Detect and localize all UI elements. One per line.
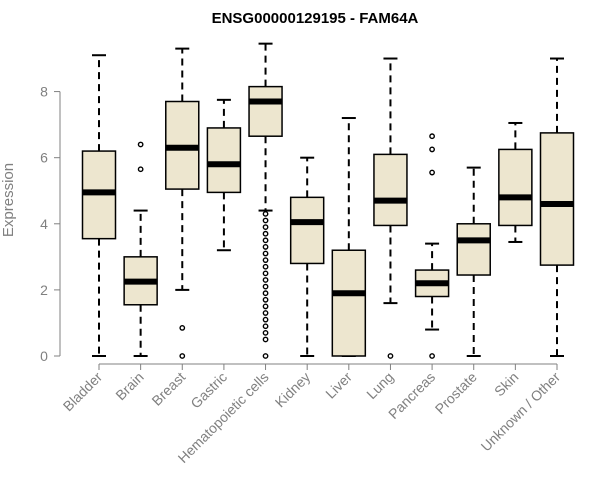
outlier-point [429,169,435,176]
outlier-point [262,270,269,277]
outlier-point [262,277,269,283]
box-liver [331,117,367,357]
iqr-box [498,148,533,227]
outlier-point [262,323,269,330]
box-brain [123,141,158,357]
y-axis-label: Expression [0,163,17,237]
x-tick-label: Liver [322,369,355,402]
outlier-point [179,353,186,359]
box-unknown-other [539,57,575,357]
box-gastric [206,98,242,252]
y-tick-label: 6 [40,150,48,166]
chart-title: ENSG00000129195 - FAM64A [212,10,419,27]
x-tick-label: Unknown / Other [478,369,564,455]
x-tick-label: Prostate [432,369,480,417]
box-lung [373,57,408,359]
y-tick-label: 2 [40,282,48,298]
iqr-box [373,153,408,227]
outlier-point [179,325,186,331]
x-tick-label: Skin [491,369,522,400]
outlier-point [262,263,269,270]
x-tick-label: Bladder [60,369,106,415]
box-breast [165,47,200,359]
outlier-point [262,290,269,297]
outlier-point [262,237,269,244]
box-prostate [456,166,491,357]
outlier-point [137,166,144,173]
x-tick-label: Lung [363,369,396,402]
box-skin [498,121,533,243]
outlier-point [262,257,269,264]
box-kidney [289,156,325,357]
outlier-point [262,244,269,250]
y-tick-label: 8 [40,84,48,100]
outlier-point [262,329,269,336]
x-tick-label: Kidney [272,369,314,411]
outlier-point [429,353,435,359]
box-pancreas [414,133,450,359]
y-tick-label: 0 [40,348,48,364]
outlier-point [429,146,435,153]
outlier-point [137,141,144,148]
outlier-point [262,316,269,323]
box-bladder [81,54,117,357]
outlier-point [387,353,394,359]
box-series [81,42,575,359]
outlier-point [262,296,269,303]
iqr-box [456,223,491,276]
outlier-point [262,217,269,224]
outlier-point [262,310,269,316]
outlier-point [262,230,269,237]
outlier-point [262,303,269,310]
iqr-box [206,127,242,194]
iqr-box [248,85,283,137]
iqr-box [289,196,325,265]
x-tick-label: Brain [112,369,146,403]
outlier-point [429,133,435,140]
iqr-box [539,132,575,266]
box-hematopoietic-cells [248,42,283,359]
outlier-point [262,336,269,343]
outlier-point [262,283,269,290]
outlier-point [262,250,269,257]
x-tick-label: Breast [148,369,188,409]
outlier-point [262,210,269,217]
outlier-point [262,353,269,359]
outlier-point [262,224,269,230]
y-axis: 0 2 4 6 8 [40,84,61,364]
y-tick-label: 4 [40,216,48,232]
iqr-box [331,249,367,357]
